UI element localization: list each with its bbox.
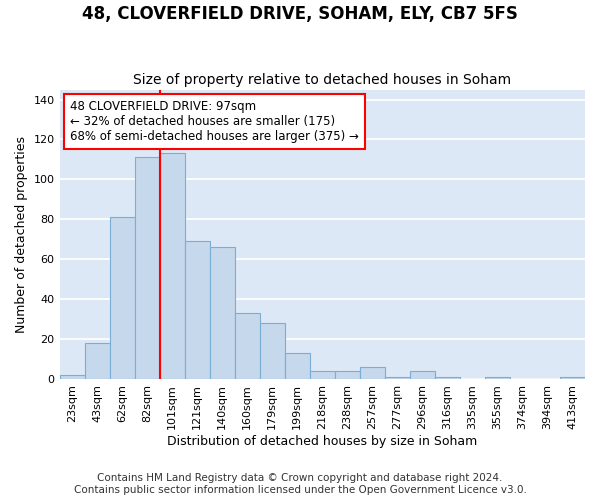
X-axis label: Distribution of detached houses by size in Soham: Distribution of detached houses by size …	[167, 434, 478, 448]
Bar	[360, 367, 385, 379]
Bar	[435, 377, 460, 379]
Text: Contains HM Land Registry data © Crown copyright and database right 2024.
Contai: Contains HM Land Registry data © Crown c…	[74, 474, 526, 495]
Bar	[310, 371, 335, 379]
Bar	[185, 241, 209, 379]
Bar	[85, 343, 110, 379]
Bar	[410, 371, 435, 379]
Y-axis label: Number of detached properties: Number of detached properties	[15, 136, 28, 333]
Bar	[560, 377, 585, 379]
Bar	[285, 353, 310, 379]
Bar	[209, 247, 235, 379]
Title: Size of property relative to detached houses in Soham: Size of property relative to detached ho…	[133, 73, 511, 87]
Bar	[160, 154, 185, 379]
Bar	[260, 323, 285, 379]
Text: 48 CLOVERFIELD DRIVE: 97sqm
← 32% of detached houses are smaller (175)
68% of se: 48 CLOVERFIELD DRIVE: 97sqm ← 32% of det…	[70, 100, 359, 142]
Bar	[235, 313, 260, 379]
Text: 48, CLOVERFIELD DRIVE, SOHAM, ELY, CB7 5FS: 48, CLOVERFIELD DRIVE, SOHAM, ELY, CB7 5…	[82, 5, 518, 23]
Bar	[110, 218, 134, 379]
Bar	[485, 377, 510, 379]
Bar	[335, 371, 360, 379]
Bar	[59, 375, 85, 379]
Bar	[134, 158, 160, 379]
Bar	[385, 377, 410, 379]
